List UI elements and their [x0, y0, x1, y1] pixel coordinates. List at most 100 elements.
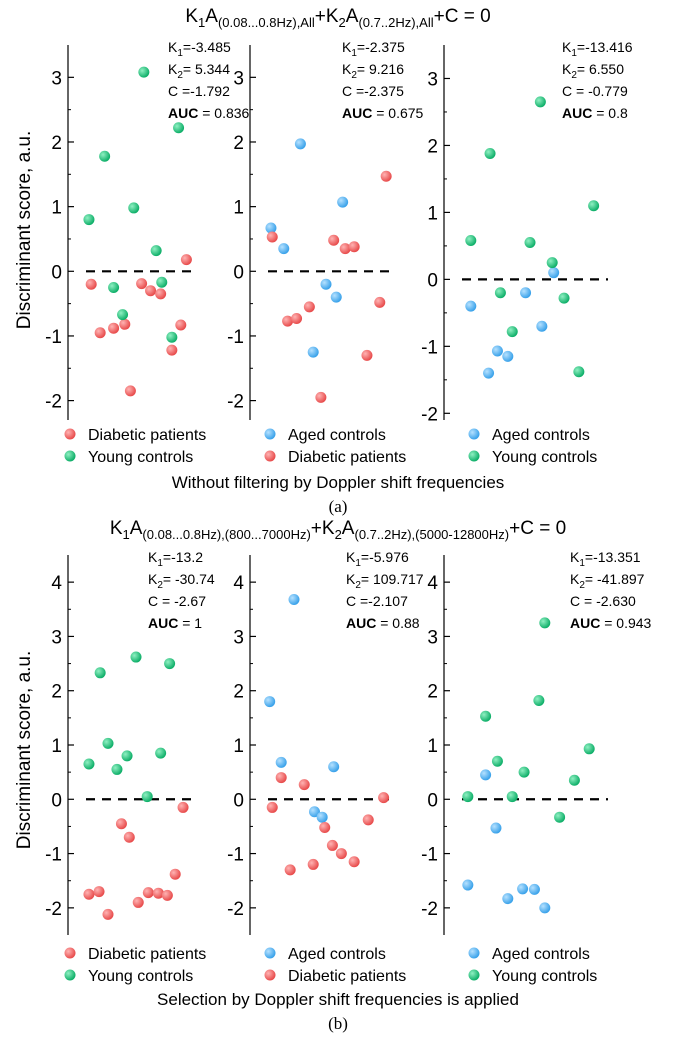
y-tick-label: -2 [45, 899, 62, 920]
data-point [108, 322, 120, 334]
data-point [155, 747, 167, 759]
data-point [348, 856, 360, 868]
data-point [284, 864, 296, 876]
data-point [303, 301, 315, 313]
data-point [539, 617, 551, 629]
stat-k2: K2= 9.216 [342, 61, 404, 81]
data-point [130, 651, 142, 663]
data-point [111, 763, 123, 775]
y-tick-label: 3 [51, 68, 62, 89]
data-point [315, 391, 327, 403]
top-caption: Without filtering by Doppler shift frequ… [172, 473, 505, 492]
data-point [528, 883, 540, 895]
data-point [380, 170, 392, 182]
data-point [155, 288, 167, 300]
data-point [573, 366, 585, 378]
data-point [465, 235, 477, 247]
y-tick-label: 2 [51, 133, 62, 154]
data-point [180, 254, 192, 266]
data-point [132, 896, 144, 908]
y-tick-label: 3 [233, 68, 244, 89]
data-point [175, 319, 187, 331]
data-point [533, 694, 545, 706]
data-point [480, 769, 492, 781]
stat-k1: K1=-13.2 [148, 549, 203, 569]
stat-auc: AUC = 0.8 [562, 105, 628, 121]
data-point [520, 287, 532, 299]
data-point [539, 902, 551, 914]
y-tick-label: 1 [51, 736, 62, 757]
data-point [128, 202, 140, 214]
y-tick-label: 1 [427, 203, 438, 224]
bottom-ylabel: Discriminant score, a.u. [14, 651, 35, 850]
data-point [307, 346, 319, 358]
y-tick-label: -2 [45, 392, 62, 413]
stat-auc: AUC = 1 [148, 615, 202, 631]
legend-label: Diabetic patients [88, 946, 206, 963]
y-tick-label: 0 [51, 790, 62, 811]
stat-c: C =-2.107 [346, 593, 408, 609]
data-point [83, 888, 95, 900]
data-point [275, 756, 287, 768]
legend-marker [264, 450, 276, 462]
bottom-title: K1A(0.08...0.8Hz),(800...7000Hz)+K2A(0.7… [110, 518, 566, 542]
data-point [119, 318, 131, 330]
data-point [85, 278, 97, 290]
legend-marker [264, 947, 276, 959]
data-point [166, 331, 178, 343]
data-point [546, 257, 558, 269]
y-tick-label: -1 [227, 845, 244, 866]
data-point [121, 750, 133, 762]
y-tick-label: -2 [421, 899, 438, 920]
data-point [169, 868, 181, 880]
legend-marker [468, 450, 480, 462]
data-point [524, 237, 536, 249]
data-point [115, 818, 127, 830]
data-point [491, 345, 503, 357]
data-point [465, 300, 477, 312]
y-tick-label: -2 [227, 899, 244, 920]
data-point [326, 839, 338, 851]
data-point [491, 755, 503, 767]
legend-label: Aged controls [288, 427, 386, 444]
data-point [288, 594, 300, 606]
data-point [265, 222, 277, 234]
stat-auc: AUC = 0.943 [570, 615, 652, 631]
y-tick-label: 0 [51, 262, 62, 283]
y-tick-label: 2 [427, 136, 438, 157]
data-point [94, 327, 106, 339]
stat-k1: K1=-3.485 [168, 39, 231, 59]
legend-label: Young controls [492, 968, 597, 985]
data-point [266, 801, 278, 813]
y-tick-label: 4 [51, 573, 62, 594]
y-tick-label: -1 [45, 327, 62, 348]
data-point [339, 243, 351, 255]
data-point [156, 276, 168, 288]
y-tick-label: 0 [233, 790, 244, 811]
stat-c: C = -0.779 [562, 83, 628, 99]
data-point [102, 908, 114, 920]
stat-k1: K1=-2.375 [342, 39, 405, 59]
y-tick-label: 1 [233, 198, 244, 219]
data-point [348, 241, 360, 253]
y-tick-label: 3 [427, 69, 438, 90]
data-point [264, 696, 276, 708]
y-tick-label: 2 [233, 682, 244, 703]
data-point [294, 138, 306, 150]
data-point [83, 758, 95, 770]
data-point [166, 344, 178, 356]
data-point [320, 278, 332, 290]
bottom-panel-label: (b) [328, 1014, 348, 1033]
data-point [177, 801, 189, 813]
data-point [298, 779, 310, 791]
y-tick-label: -1 [421, 337, 438, 358]
data-point [462, 791, 474, 803]
y-tick-label: -1 [45, 845, 62, 866]
y-tick-label: 1 [233, 736, 244, 757]
legend-marker [264, 969, 276, 981]
data-point [568, 774, 580, 786]
legend-label: Aged controls [492, 946, 590, 963]
